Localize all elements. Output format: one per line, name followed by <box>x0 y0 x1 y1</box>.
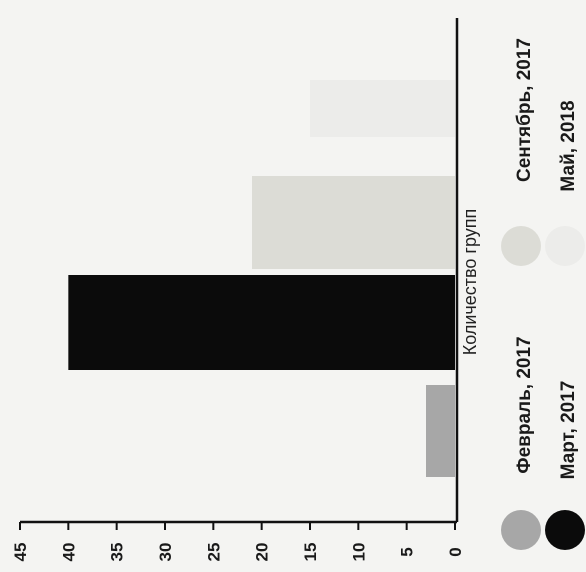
bar-1 <box>426 385 455 477</box>
legend-marker-1 <box>501 510 541 550</box>
tick-label-5: 5 <box>398 547 417 556</box>
tick-label-20: 20 <box>253 543 272 562</box>
legend-marker-4 <box>545 226 585 266</box>
legend-label-3: Сентябрь, 2017 <box>514 38 535 182</box>
bar-2 <box>68 275 455 370</box>
tick-label-30: 30 <box>156 543 175 562</box>
tick-label-40: 40 <box>59 543 78 562</box>
legend-label-4: Май, 2018 <box>558 100 579 191</box>
tick-label-35: 35 <box>108 543 127 562</box>
axis-title: Количество групп <box>460 209 480 356</box>
plot-area: 0 5 10 15 20 25 30 35 40 45 Количество групп Феврал… <box>11 18 585 561</box>
legend-marker-3 <box>501 226 541 266</box>
tick-label-45: 45 <box>11 543 30 562</box>
bar-3 <box>252 176 455 269</box>
tick-label-15: 15 <box>301 543 320 562</box>
legend-marker-2 <box>545 510 585 550</box>
tick-label-0: 0 <box>446 547 465 556</box>
legend-label-2: Март, 2017 <box>558 381 579 480</box>
bar-4 <box>310 80 455 137</box>
tick-label-10: 10 <box>349 543 368 562</box>
tick-label-25: 25 <box>204 543 223 562</box>
legend-label-1: Февраль, 2017 <box>514 336 535 473</box>
